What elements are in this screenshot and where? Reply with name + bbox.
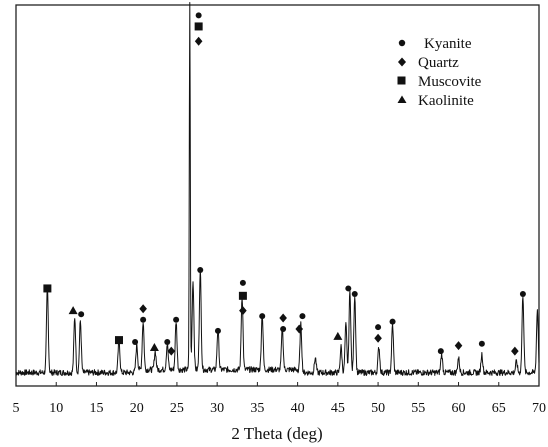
x-axis-title: 2 Theta (deg) <box>231 424 322 443</box>
phase-marker-circle <box>437 348 444 355</box>
phase-marker-diamond <box>279 313 287 323</box>
phase-marker-diamond <box>194 36 203 46</box>
x-tick-label: 40 <box>291 401 305 416</box>
legend-kyanite-label: Kyanite <box>424 36 472 52</box>
phase-marker-circle <box>164 338 171 345</box>
x-axis-ticks <box>15 382 540 386</box>
phase-marker-triangle <box>68 306 78 315</box>
phase-marker-diamond <box>374 333 382 343</box>
phase-marker-circle <box>259 313 266 320</box>
x-axis-tick-labels: 5 10 15 20 25 30 35 40 45 50 55 60 65 70 <box>13 401 547 416</box>
phase-marker-square <box>114 336 123 345</box>
legend-muscovite-label: Muscovite <box>418 74 482 90</box>
phase-marker-circle <box>214 327 221 334</box>
phase-marker-circle <box>345 285 352 292</box>
phase-marker-circle <box>132 338 139 345</box>
phase-marker-triangle <box>333 331 343 340</box>
phase-marker-triangle <box>149 342 159 351</box>
legend: Kyanite Quartz Muscovite Kaolinite <box>397 36 482 109</box>
phase-marker-circle <box>197 266 204 273</box>
x-tick-label: 45 <box>331 401 345 416</box>
phase-marker-layer <box>43 12 526 356</box>
legend-quartz-marker <box>398 57 406 67</box>
phase-marker-circle <box>375 324 382 331</box>
phase-marker-square <box>194 22 203 31</box>
phase-marker-diamond <box>167 346 176 356</box>
legend-kyanite-marker <box>398 39 406 47</box>
legend-kaolinite-marker <box>397 95 407 103</box>
phase-marker-circle <box>239 279 246 286</box>
x-tick-label: 5 <box>13 401 20 416</box>
x-tick-label: 60 <box>452 401 466 416</box>
phase-marker-square <box>43 284 52 293</box>
phase-marker-circle <box>173 316 180 323</box>
x-tick-label: 20 <box>130 401 144 416</box>
phase-marker-circle <box>195 12 202 19</box>
diffraction-trace <box>15 1 540 377</box>
x-tick-label: 50 <box>371 401 385 416</box>
x-tick-label: 65 <box>492 401 506 416</box>
plot-frame <box>15 4 540 387</box>
phase-marker-circle <box>140 316 147 323</box>
x-tick-label: 30 <box>210 401 224 416</box>
phase-marker-circle <box>519 290 526 297</box>
x-tick-label: 25 <box>170 401 184 416</box>
phase-marker-circle <box>351 290 358 297</box>
x-tick-label: 70 <box>532 401 546 416</box>
x-tick-label: 35 <box>250 401 264 416</box>
diffraction-trace-layer <box>15 1 540 377</box>
phase-marker-diamond <box>511 346 519 356</box>
phase-marker-circle <box>389 318 396 325</box>
phase-marker-circle <box>280 326 287 333</box>
phase-marker-diamond <box>139 304 147 314</box>
phase-marker-circle <box>78 311 85 318</box>
phase-marker-circle <box>478 340 485 347</box>
phase-marker-square <box>238 291 247 300</box>
x-tick-label: 55 <box>411 401 425 416</box>
phase-marker-diamond <box>239 306 247 316</box>
legend-muscovite-marker <box>397 76 406 85</box>
x-tick-label: 15 <box>89 401 103 416</box>
phase-marker-circle <box>299 313 306 320</box>
legend-kaolinite-label: Kaolinite <box>418 93 474 109</box>
x-tick-label: 10 <box>49 401 63 416</box>
phase-marker-diamond <box>295 324 304 334</box>
phase-marker-diamond <box>454 341 463 351</box>
legend-quartz-label: Quartz <box>418 55 459 71</box>
